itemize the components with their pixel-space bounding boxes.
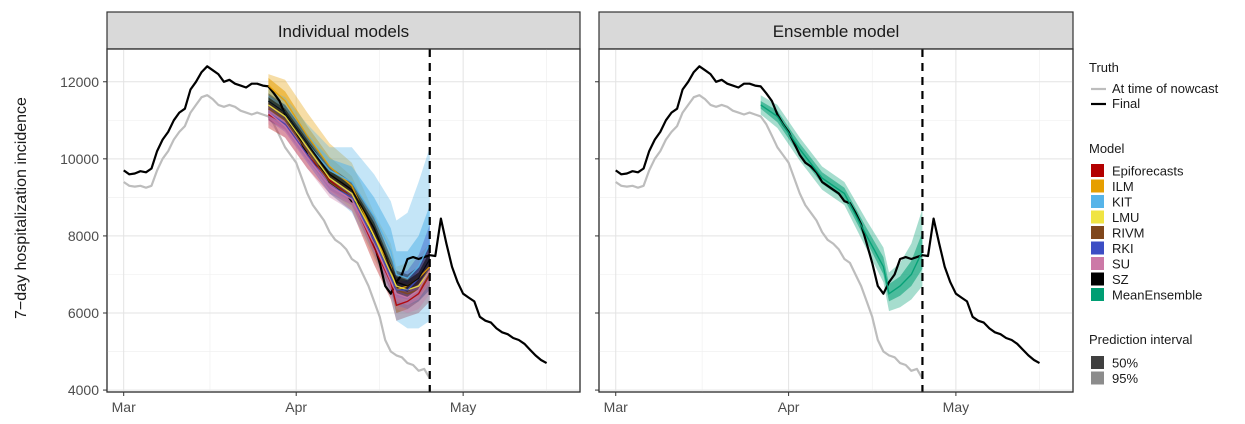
panel-individual-models: Individual models 4000 6000 8000 10000 12000…	[60, 11, 581, 415]
median-lines	[267, 85, 431, 307]
x-tick-label: Mar	[112, 399, 136, 415]
median-line-lmu	[268, 104, 431, 291]
plot-background	[598, 48, 1074, 393]
panel-strip	[106, 11, 581, 50]
legend: Truth At time of nowcast Final Model Epi…	[1089, 60, 1219, 386]
truth-at-nowcast-line	[615, 94, 924, 380]
legend-truth-title: Truth	[1089, 60, 1119, 75]
plot-background	[106, 48, 581, 393]
truth-final-series	[615, 65, 1041, 365]
axes: 4000 6000 8000 10000 12000 Mar Apr May	[60, 74, 476, 415]
legend-swatch-kit	[1091, 195, 1104, 208]
truth-at-nowcast-series	[615, 94, 924, 380]
legend-label-kit: KIT	[1112, 195, 1132, 210]
legend-label-rivm: RIVM	[1112, 226, 1145, 241]
median-line-su	[267, 112, 431, 299]
y-tick-label: 6000	[68, 305, 99, 321]
legend-interval-items: 50%95%	[1091, 356, 1138, 386]
axes: Mar Apr May	[595, 81, 969, 415]
legend-model-items: EpiforecastsILMKITLMURIVMRKISUSZMeanEnse…	[1091, 164, 1202, 303]
x-tick-label: Mar	[604, 399, 628, 415]
y-tick-label: 8000	[68, 228, 99, 244]
x-tick-label: Apr	[285, 399, 307, 415]
median-line-sz	[268, 100, 431, 287]
legend-swatch-interval	[1091, 371, 1104, 385]
x-tick-label: Apr	[778, 399, 800, 415]
legend-swatch-meanensemble	[1091, 288, 1104, 301]
median-line-rki	[268, 112, 431, 291]
legend-label-meanensemble: MeanEnsemble	[1112, 288, 1202, 303]
legend-label-sz: SZ	[1112, 272, 1129, 287]
y-tick-label: 12000	[60, 74, 99, 90]
panel-title: Ensemble model	[773, 22, 900, 41]
legend-label-lmu: LMU	[1112, 210, 1139, 225]
legend-label-rki: RKI	[1112, 241, 1134, 256]
truth-at-nowcast-series	[123, 94, 431, 380]
median-lines	[760, 104, 924, 295]
y-axis-title: 7−day hospitalization incidence	[13, 97, 30, 319]
gridlines	[107, 49, 580, 392]
legend-swatch-lmu	[1091, 210, 1104, 224]
legend-model-title: Model	[1089, 141, 1125, 156]
y-tick-label: 10000	[60, 151, 99, 167]
legend-label-su: SU	[1112, 257, 1130, 272]
truth-at-nowcast-line	[123, 94, 431, 380]
panel-strip	[598, 11, 1074, 50]
legend-swatch-sz	[1091, 272, 1104, 286]
median-line-meanensemble	[760, 104, 924, 295]
truth-final-line	[615, 65, 1041, 365]
legend-label-final: Final	[1112, 96, 1140, 111]
panel-title: Individual models	[278, 22, 409, 41]
plot-border	[598, 48, 1074, 393]
plot-border	[106, 48, 581, 393]
legend-label-interval: 95%	[1112, 371, 1138, 386]
legend-label-interval: 50%	[1112, 356, 1138, 371]
x-tick-label: May	[943, 399, 969, 415]
legend-label-at-nowcast: At time of nowcast	[1112, 81, 1219, 96]
gridlines	[599, 49, 1073, 392]
legend-interval-title: Prediction interval	[1089, 332, 1192, 347]
legend-swatch-epiforecasts	[1091, 164, 1104, 177]
legend-swatch-rivm	[1091, 226, 1104, 239]
legend-swatch-ilm	[1091, 179, 1104, 193]
y-tick-label: 4000	[68, 382, 99, 398]
legend-label-epiforecasts: Epiforecasts	[1112, 164, 1184, 179]
x-tick-label: May	[450, 399, 476, 415]
legend-swatch-interval	[1091, 356, 1104, 369]
legend-swatch-rki	[1091, 241, 1104, 255]
legend-label-ilm: ILM	[1112, 179, 1134, 194]
legend-swatch-su	[1091, 257, 1104, 270]
panel-ensemble-model: Ensemble model Mar Apr May	[595, 11, 1074, 415]
